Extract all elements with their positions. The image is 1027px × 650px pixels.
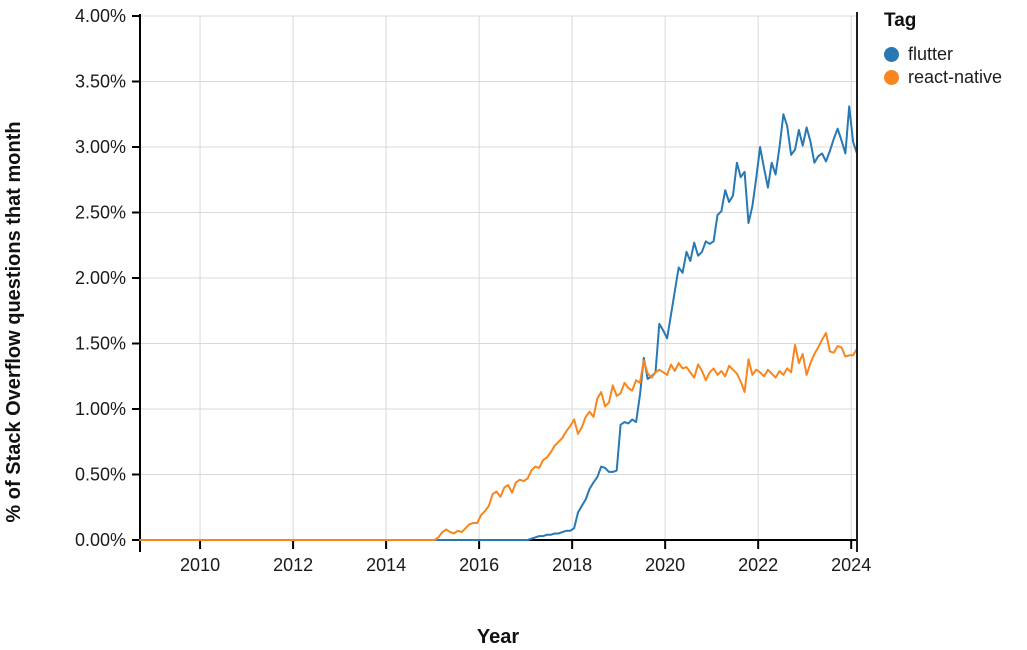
y-tick-label: 1.00%: [75, 399, 126, 419]
y-tick-label: 0.50%: [75, 465, 126, 485]
y-tick-label: 4.00%: [75, 6, 126, 26]
y-tick-label: 3.00%: [75, 137, 126, 157]
y-axis-title: % of Stack Overflow questions that month: [3, 121, 25, 522]
x-tick-label: 2016: [459, 555, 499, 575]
x-tick-label: 2024: [831, 555, 871, 575]
series-line-react-native: [139, 332, 858, 541]
legend: Tag flutter react-native: [884, 10, 1002, 89]
x-tick-label: 2012: [273, 555, 313, 575]
legend-label: flutter: [908, 44, 954, 64]
legend-label: react-native: [908, 67, 1003, 87]
legend-items: flutter react-native: [884, 43, 1002, 89]
y-tick-label: 0.00%: [75, 530, 126, 550]
legend-title: Tag: [884, 10, 917, 31]
x-tick-label: 2020: [645, 555, 685, 575]
x-axis-title: Year: [477, 626, 519, 648]
x-tick-label: 2014: [366, 555, 406, 575]
legend-item-react-native: react-native: [884, 66, 1002, 89]
gridlines: [140, 15, 857, 540]
y-tick-label: 1.50%: [75, 334, 126, 354]
y-tick-label: 2.00%: [75, 268, 126, 288]
y-tick-label: 2.50%: [75, 203, 126, 223]
legend-swatch-flutter: [884, 47, 899, 62]
legend-swatch-react-native: [884, 70, 899, 85]
axis-ticks: [132, 15, 853, 549]
x-tick-label: 2022: [738, 555, 778, 575]
y-tick-label: 3.50%: [75, 72, 126, 92]
tick-labels: 0.00% 0.50% 1.00% 1.50% 2.00% 2.50% 3.00% 3.50%…: [75, 6, 871, 575]
x-tick-label: 2018: [552, 555, 592, 575]
x-tick-label: 2010: [180, 555, 220, 575]
axes: [139, 14, 857, 552]
series-lines: [139, 105, 858, 541]
legend-item-flutter: flutter: [884, 43, 1002, 66]
